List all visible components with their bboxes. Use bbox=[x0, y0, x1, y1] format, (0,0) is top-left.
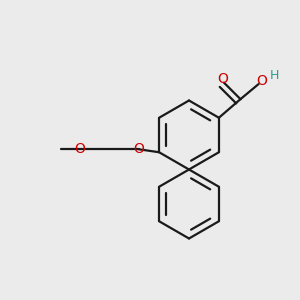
Text: O: O bbox=[256, 74, 267, 88]
Text: O: O bbox=[133, 142, 144, 156]
Text: H: H bbox=[269, 69, 279, 82]
Text: O: O bbox=[74, 142, 85, 156]
Text: O: O bbox=[217, 72, 228, 86]
